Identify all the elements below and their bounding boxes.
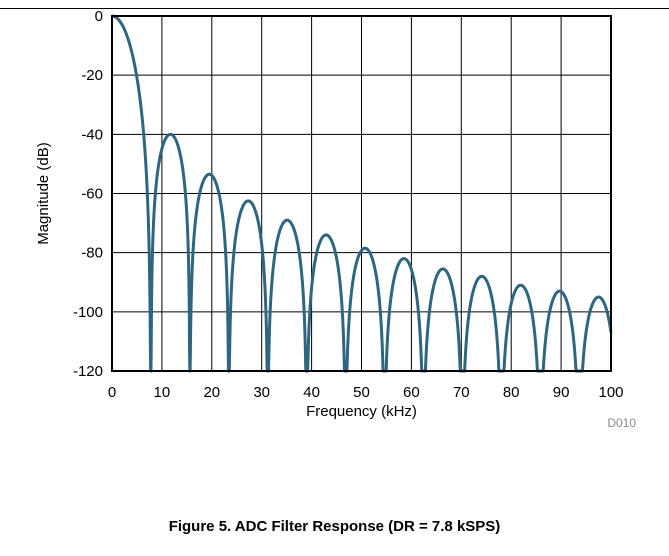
y-tick-label: -60 xyxy=(81,186,103,203)
x-tick-label: 100 xyxy=(598,384,623,401)
y-tick-label: 0 xyxy=(95,8,103,25)
x-axis-ticks: 0 10 20 30 40 50 60 70 80 90 100 xyxy=(108,384,624,401)
figure-code: D010 xyxy=(607,416,636,430)
y-axis-label: Magnitude (dB) xyxy=(35,142,52,245)
x-tick-label: 90 xyxy=(553,384,570,401)
x-tick-label: 70 xyxy=(453,384,470,401)
x-tick-label: 30 xyxy=(253,384,270,401)
x-tick-label: 0 xyxy=(108,384,116,401)
x-tick-label: 60 xyxy=(403,384,420,401)
x-tick-label: 40 xyxy=(303,384,320,401)
y-tick-label: -100 xyxy=(73,304,103,321)
y-axis-ticks: 0 -20 -40 -60 -80 -100 -120 xyxy=(73,8,103,380)
x-tick-label: 50 xyxy=(353,384,370,401)
y-tick-label: -120 xyxy=(73,363,103,380)
y-tick-label: -80 xyxy=(81,245,103,262)
y-tick-label: -40 xyxy=(81,126,103,143)
x-tick-label: 80 xyxy=(503,384,520,401)
x-tick-label: 10 xyxy=(154,384,171,401)
x-tick-label: 20 xyxy=(203,384,220,401)
top-rule xyxy=(0,8,669,9)
x-axis-label: Frequency (kHz) xyxy=(306,403,417,420)
y-tick-label: -20 xyxy=(81,67,103,84)
magnitude-curve xyxy=(110,14,613,373)
figure-caption: Figure 5. ADC Filter Response (DR = 7.8 … xyxy=(168,518,501,535)
plot-frame xyxy=(111,15,612,372)
